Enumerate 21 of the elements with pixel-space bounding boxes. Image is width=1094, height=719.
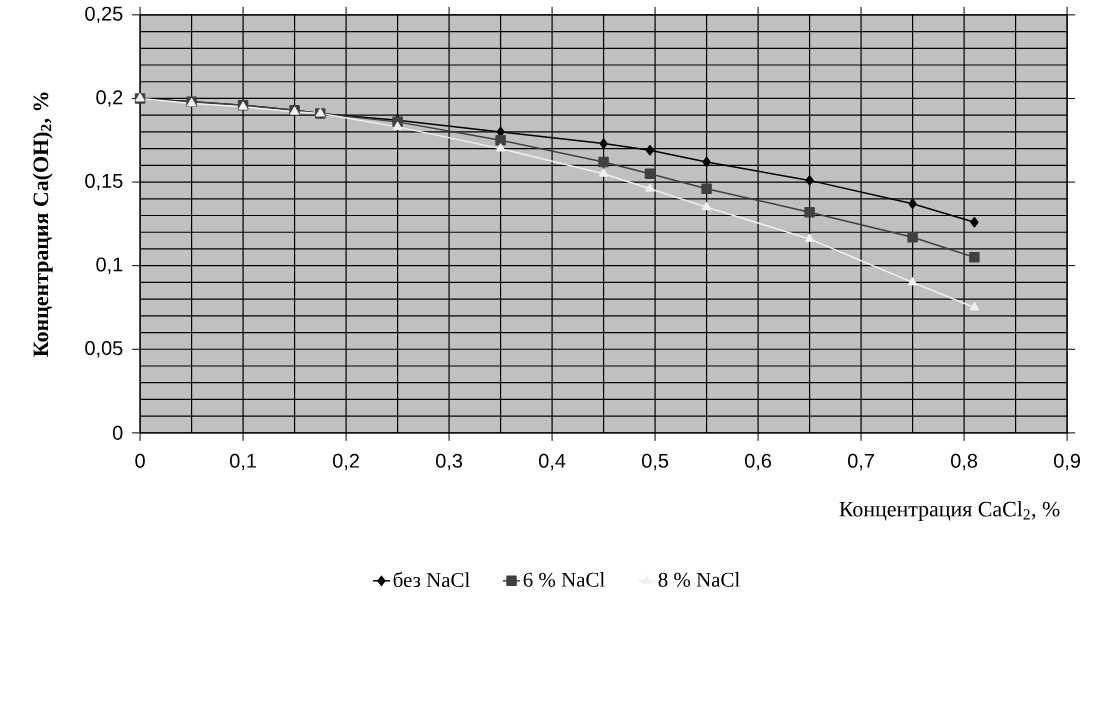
x-tick-label: 0,8 xyxy=(951,453,978,471)
y-tick-label: 0,1 xyxy=(96,257,123,274)
x-axis-title: Концентрация CaCl$_{2}$, % xyxy=(839,501,1060,522)
x-tick-label: 0,3 xyxy=(436,453,463,471)
x-tick-label: 0,4 xyxy=(539,453,566,471)
x-tick-label: 0,5 xyxy=(642,453,669,471)
legend-label: 8 % NaCl xyxy=(658,572,740,587)
x-tick-label: 0,1 xyxy=(230,453,256,471)
legend-label: без NaCl xyxy=(393,571,470,588)
x-tick-label: 0,6 xyxy=(745,453,772,471)
x-tick-label: 0,2 xyxy=(333,453,359,471)
y-tick-label: 0,15 xyxy=(85,173,123,191)
y-tick-label: 0,05 xyxy=(85,341,123,358)
x-tick-label: 0,9 xyxy=(1054,453,1080,471)
text: Концентрация Ca(OH)$_{2}$, % xyxy=(32,92,53,357)
y-tick-label: 0,2 xyxy=(96,90,123,107)
y-tick-label: 0 xyxy=(112,425,123,441)
x-tick-label: 0 xyxy=(135,453,145,468)
x-tick-label: 0,7 xyxy=(848,453,874,471)
legend-label: 6 % NaCl xyxy=(523,572,605,587)
y-tick-label: 0,25 xyxy=(85,6,123,24)
